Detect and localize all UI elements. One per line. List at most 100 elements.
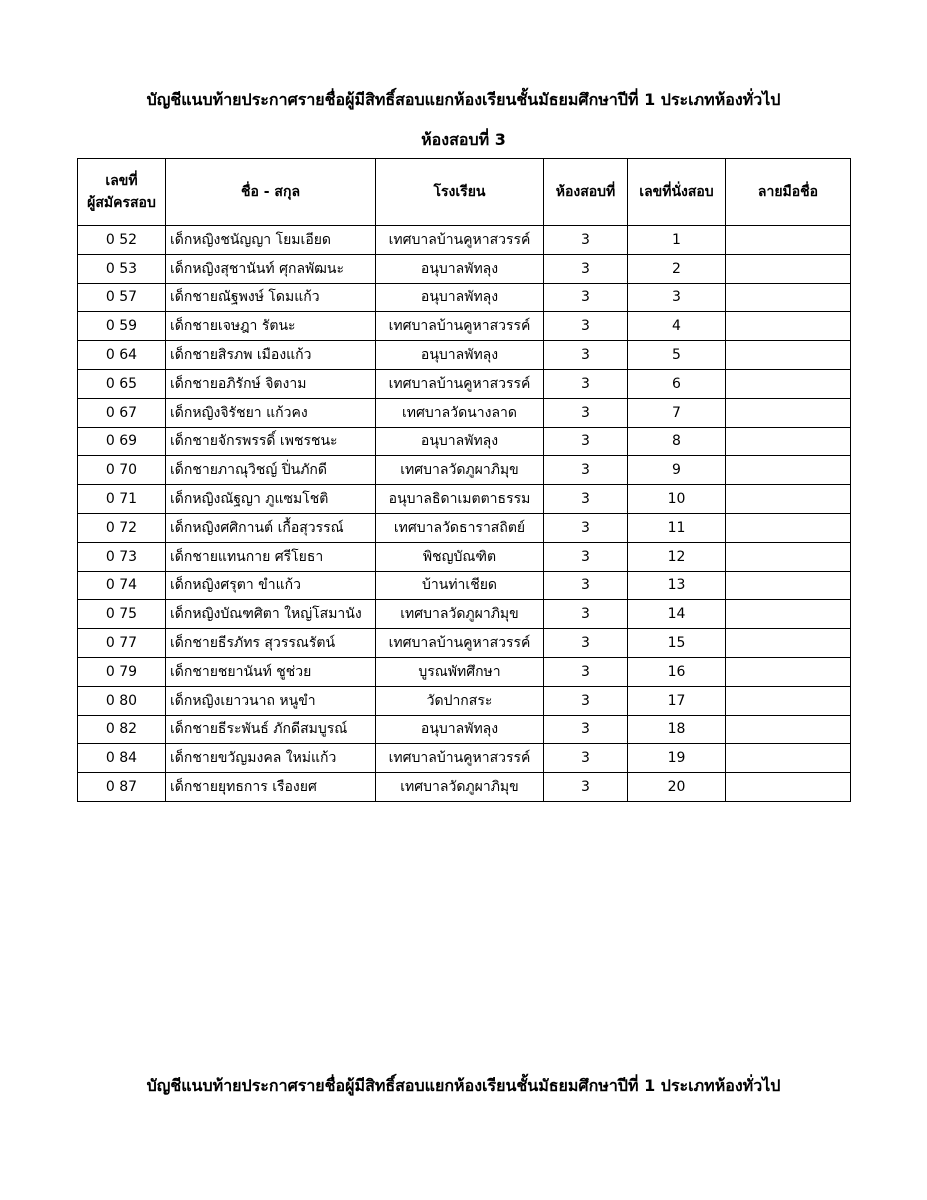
table-cell: 3 — [543, 397, 628, 428]
table-row: 0 57 เด็กชายณัฐพงษ์ โดมแก้ว อนุบาลพัทลุง 3 3 — [77, 282, 851, 313]
table-row: 0 75 เด็กหญิงบัณฑศิตา ใหญ่โสมานัง เทศบาลวั… — [77, 599, 851, 630]
header-cell: ลายมือชื่อ — [725, 158, 851, 226]
table-cell: 3 — [543, 484, 628, 514]
table-cell: อนุบาลพัทลุง — [375, 282, 544, 313]
signature-cell — [725, 397, 851, 428]
table-cell: เทศบาลวัดภูผาภิมุข — [375, 599, 544, 630]
table-cell: 6 — [627, 368, 726, 399]
table-cell: เด็กชายอภิรักษ์ จิตงาม — [165, 368, 376, 399]
table-cell: 7 — [627, 397, 726, 428]
table-cell: 10 — [627, 484, 726, 514]
table-cell: เทศบาลบ้านคูหาสวรรค์ — [375, 311, 544, 342]
table-cell: เด็กชายธีรภัทร สุวรรณรัตน์ — [165, 628, 376, 658]
table-cell: 2 — [627, 253, 726, 284]
table-row: 0 74 เด็กหญิงศรุตา ขำแก้ว บ้านท่าเชียด 3 13 — [77, 570, 851, 601]
header-cell: โรงเรียน — [375, 158, 544, 226]
table-cell: 3 — [627, 282, 726, 313]
table-cell: อนุบาลพัทลุง — [375, 253, 544, 284]
table-cell: เด็กหญิงชนัญญา โยมเอียด — [165, 225, 376, 255]
table-cell: 20 — [627, 772, 726, 802]
table-row: 0 71 เด็กหญิงณัฐญา ภูแซมโชติ อนุบาลธิดาเมต… — [77, 484, 851, 514]
table-cell: 15 — [627, 628, 726, 658]
header-cell: ห้องสอบที่ — [543, 158, 628, 226]
table-cell: 0 64 — [77, 340, 166, 370]
table-cell: เด็กหญิงศศิกานต์ เกื้อสุวรรณ์ — [165, 512, 376, 543]
signature-cell — [725, 541, 851, 572]
table-cell: เทศบาลบ้านคูหาสวรรค์ — [375, 368, 544, 399]
table-cell: เทศบาลวัดนางลาด — [375, 397, 544, 428]
table-cell: 18 — [627, 714, 726, 745]
table-cell: 3 — [543, 455, 628, 486]
table-cell: เด็กหญิงจิรัชยา แก้วคง — [165, 397, 376, 428]
table-cell: 3 — [543, 282, 628, 313]
table-cell: 0 79 — [77, 656, 166, 687]
table-cell: เด็กหญิงณัฐญา ภูแซมโชติ — [165, 484, 376, 514]
signature-cell — [725, 656, 851, 687]
header-line: ผู้สมัครสอบ — [87, 195, 156, 211]
table-cell: 0 52 — [77, 225, 166, 255]
table-cell: 3 — [543, 714, 628, 745]
table-cell: 5 — [627, 340, 726, 370]
table-cell: 0 69 — [77, 426, 166, 457]
table-cell: 3 — [543, 340, 628, 370]
title: บัญชีแนบท้ายประกาศรายชื่อผู้มีสิทธิ์สอบแ… — [146, 90, 781, 109]
signature-cell — [725, 311, 851, 342]
table-cell: 3 — [543, 656, 628, 687]
signature-cell — [725, 685, 851, 716]
table-cell: เทศบาลวัดธาราสถิตย์ — [375, 512, 544, 543]
table-cell: 3 — [543, 772, 628, 802]
signature-cell — [725, 426, 851, 457]
table-cell: 3 — [543, 628, 628, 658]
table-cell: อนุบาลพัทลุง — [375, 340, 544, 370]
table-cell: 3 — [543, 685, 628, 716]
subtitle: ห้องสอบที่ 3 — [421, 130, 506, 149]
table-row: 0 52 เด็กหญิงชนัญญา โยมเอียด เทศบาลบ้านคูห… — [77, 225, 851, 255]
table-cell: เด็กหญิงสุชานันท์ ศุกลพัฒนะ — [165, 253, 376, 284]
table-cell: 17 — [627, 685, 726, 716]
table-row: 0 70 เด็กชายภาณุวิชญ์ ปิ่นภักดี เทศบาลวัดภ… — [77, 455, 851, 486]
table-cell: 0 82 — [77, 714, 166, 745]
table-cell: 0 67 — [77, 397, 166, 428]
table-cell: 14 — [627, 599, 726, 630]
table-row: 0 69 เด็กชายจักรพรรดิ์ เพชรชนะ อนุบาลพัทลุ… — [77, 426, 851, 457]
table-cell: เทศบาลวัดภูผาภิมุข — [375, 455, 544, 486]
footer-title: บัญชีแนบท้ายประกาศรายชื่อผู้มีสิทธิ์สอบแ… — [146, 1076, 781, 1095]
table-cell: 0 84 — [77, 743, 166, 774]
signature-cell — [725, 368, 851, 399]
table-cell: 0 70 — [77, 455, 166, 486]
table-row: 0 79 เด็กชายชยานันท์ ชูช่วย บูรณพัทศึกษา 3 1… — [77, 656, 851, 687]
table-cell: 0 73 — [77, 541, 166, 572]
header-cell: ชื่อ - สกุล — [165, 158, 376, 226]
signature-cell — [725, 253, 851, 284]
table-row: 0 65 เด็กชายอภิรักษ์ จิตงาม เทศบาลบ้านคูหา… — [77, 368, 851, 399]
table-cell: 0 71 — [77, 484, 166, 514]
table-row: 0 87 เด็กชายยุทธการ เรืองยศ เทศบาลวัดภูผาภ… — [77, 772, 851, 802]
table-cell: 11 — [627, 512, 726, 543]
table-cell: 3 — [543, 225, 628, 255]
table-cell: เด็กชายชยานันท์ ชูช่วย — [165, 656, 376, 687]
table-row: 0 72 เด็กหญิงศศิกานต์ เกื้อสุวรรณ์ เทศบาลว… — [77, 512, 851, 543]
table-row: 0 84 เด็กชายขวัญมงคล ใหม่แก้ว เทศบาลบ้านคู… — [77, 743, 851, 774]
table-cell: อนุบาลธิดาเมตตาธรรม — [375, 484, 544, 514]
table-cell: 3 — [543, 599, 628, 630]
header-cell: เลขที่ ผู้สมัครสอบ — [77, 158, 166, 226]
table-cell: เด็กชายยุทธการ เรืองยศ — [165, 772, 376, 802]
signature-cell — [725, 282, 851, 313]
table-cell: บ้านท่าเชียด — [375, 570, 544, 601]
table-row: 0 59 เด็กชายเจษฎา รัตนะ เทศบาลบ้านคูหาสวรร… — [77, 311, 851, 342]
table-cell: 0 72 — [77, 512, 166, 543]
table-row: 0 67 เด็กหญิงจิรัชยา แก้วคง เทศบาลวัดนางลา… — [77, 397, 851, 428]
table-cell: 4 — [627, 311, 726, 342]
table-cell: 9 — [627, 455, 726, 486]
table-cell: อนุบาลพัทลุง — [375, 714, 544, 745]
table-cell: 3 — [543, 426, 628, 457]
table-cell: 0 65 — [77, 368, 166, 399]
table-cell: 0 53 — [77, 253, 166, 284]
table-cell: 3 — [543, 512, 628, 543]
table-cell: 0 87 — [77, 772, 166, 802]
table-row: 0 73 เด็กชายแทนกาย ศรีโยธา พิชญบัณฑิต 3 12 — [77, 541, 851, 572]
header-row: เลขที่ ผู้สมัครสอบ ชื่อ - สกุล โรงเรียน ห… — [77, 158, 851, 226]
signature-cell — [725, 225, 851, 255]
table-cell: 0 59 — [77, 311, 166, 342]
table-cell: เด็กชายจักรพรรดิ์ เพชรชนะ — [165, 426, 376, 457]
